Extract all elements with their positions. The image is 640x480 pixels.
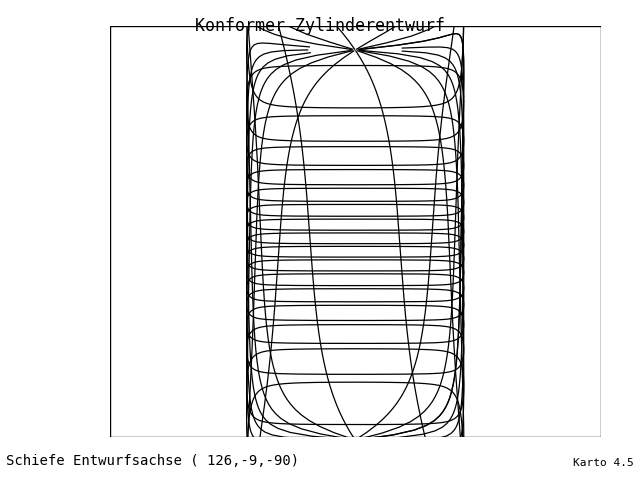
Text: Konformer Zylinderentwurf: Konformer Zylinderentwurf xyxy=(195,17,445,35)
Text: Schiefe Entwurfsachse ( 126,-9,-90): Schiefe Entwurfsachse ( 126,-9,-90) xyxy=(6,454,300,468)
Text: Karto 4.5: Karto 4.5 xyxy=(573,458,634,468)
